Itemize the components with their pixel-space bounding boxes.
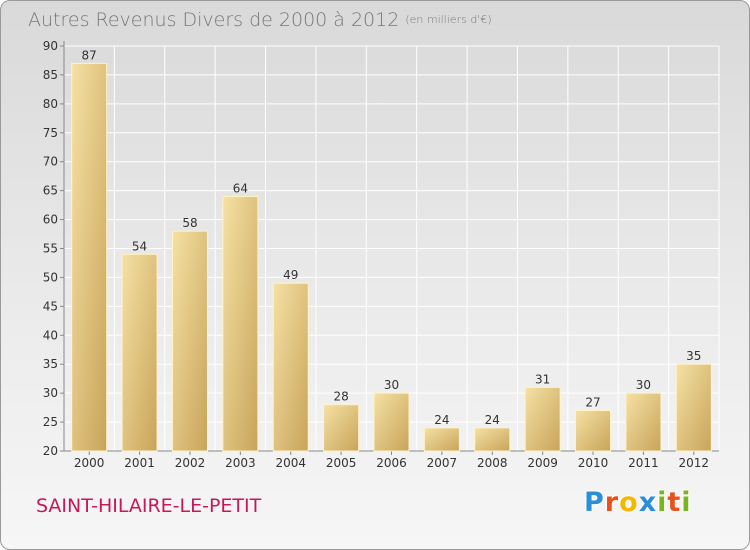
y-tick-label: 65: [43, 184, 58, 198]
value-label: 58: [182, 216, 197, 230]
chart-title: Autres Revenus Divers de 2000 à 2012 (en …: [28, 9, 492, 31]
value-label: 27: [585, 396, 600, 410]
x-tick-label: 2000: [74, 456, 105, 470]
x-tick-label: 2011: [628, 456, 659, 470]
logo-letter: t: [667, 487, 682, 518]
proxiti-logo[interactable]: Proxiti: [584, 487, 692, 518]
value-label: 24: [434, 413, 449, 427]
logo-letter: r: [604, 487, 620, 518]
logo-letter: i: [657, 487, 668, 518]
y-tick-label: 80: [43, 97, 58, 111]
y-tick-label: 75: [43, 126, 58, 140]
bars: [71, 62, 712, 452]
value-label: 64: [233, 181, 248, 195]
x-tick-label: 2007: [427, 456, 458, 470]
value-label: 54: [132, 239, 147, 253]
x-tick-label: 2010: [578, 456, 609, 470]
value-label: 30: [384, 378, 399, 392]
y-tick-label: 55: [43, 242, 58, 256]
y-tick-label: 70: [43, 155, 58, 169]
y-tick-label: 25: [43, 415, 58, 429]
value-label: 30: [636, 378, 651, 392]
y-tick-label: 35: [43, 357, 58, 371]
value-label: 49: [283, 268, 298, 282]
bar-2006: [373, 392, 410, 452]
bar-2010: [575, 410, 612, 452]
x-tick-label: 2004: [275, 456, 306, 470]
y-tick-label: 60: [43, 213, 58, 227]
x-tick-label: 2005: [326, 456, 357, 470]
logo-letter: i: [681, 487, 692, 518]
bar-2000: [71, 62, 108, 452]
tick-labels: 20 25 30 35 40 45 50 55 60 65 70 75 80 85 90 2000 2001 20…: [43, 39, 709, 470]
y-tick-label: 85: [43, 68, 58, 82]
value-label: 35: [686, 349, 701, 363]
x-tick-label: 2003: [225, 456, 256, 470]
y-tick-label: 40: [43, 328, 58, 342]
value-label: 87: [82, 48, 97, 62]
x-tick-label: 2008: [477, 456, 508, 470]
x-tick-label: 2009: [527, 456, 558, 470]
value-labels: 87 54 58 64 49 28 30 24 24 31 27 30 35: [82, 48, 702, 427]
bar-2003: [222, 195, 259, 452]
value-label: 28: [333, 390, 348, 404]
y-tick-label: 50: [43, 270, 58, 284]
bar-2012: [675, 363, 712, 452]
bar-2005: [323, 404, 360, 452]
logo-letter: P: [584, 487, 605, 518]
bar-2008: [474, 427, 511, 452]
x-tick-label: 2006: [376, 456, 407, 470]
bar-2009: [524, 386, 561, 452]
bar-2011: [625, 392, 662, 452]
x-tick-label: 2002: [175, 456, 206, 470]
value-label: 24: [485, 413, 500, 427]
y-tick-label: 45: [43, 299, 58, 313]
bar-2004: [272, 282, 309, 452]
y-tick-label: 30: [43, 386, 58, 400]
x-tick-label: 2001: [124, 456, 155, 470]
chart-title-text: Autres Revenus Divers de 2000 à 2012: [28, 9, 400, 31]
bar-2007: [423, 427, 460, 452]
y-tick-label: 20: [43, 444, 58, 458]
logo-letter: o: [619, 487, 639, 518]
commune-name: SAINT-HILAIRE-LE-PETIT: [36, 495, 262, 517]
chart-subtitle: (en milliers d'€): [405, 13, 492, 26]
logo-letter: x: [638, 487, 658, 518]
y-tick-label: 90: [43, 39, 58, 53]
x-tick-label: 2012: [679, 456, 710, 470]
value-label: 31: [535, 372, 550, 386]
bar-2001: [121, 253, 158, 452]
bar-2002: [171, 230, 208, 452]
